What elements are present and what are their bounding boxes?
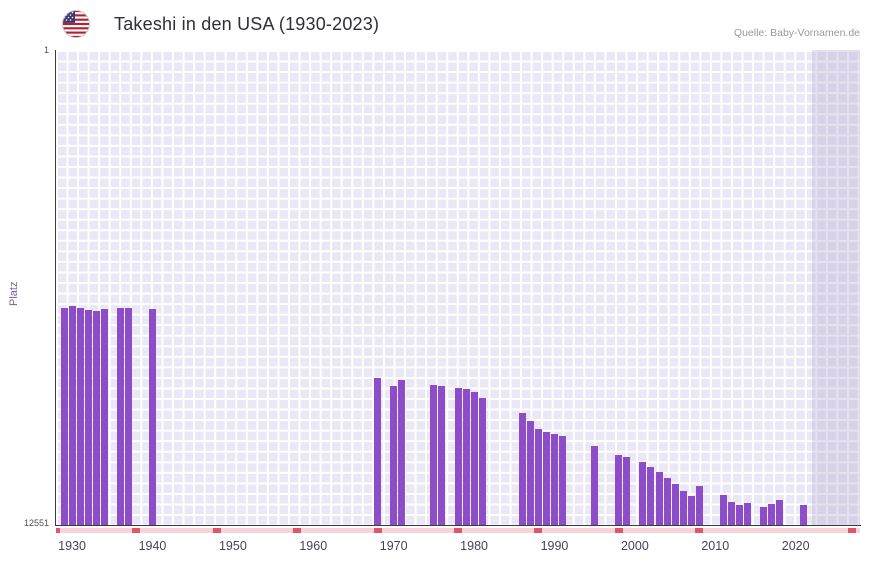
- y-axis-title: Platz: [8, 281, 20, 306]
- rank-bar-1980[interactable]: [470, 392, 478, 525]
- rank-bar-2016[interactable]: [760, 507, 768, 525]
- baseline-mark: [614, 528, 623, 533]
- x-tick-1970: 1970: [379, 539, 408, 553]
- rank-bar-1990[interactable]: [550, 433, 558, 525]
- rank-bar-2007[interactable]: [687, 496, 695, 525]
- rank-bar-2011[interactable]: [719, 494, 727, 525]
- x-axis-line: [55, 525, 861, 526]
- rank-bar-1930[interactable]: [68, 306, 76, 525]
- rank-bar-1976[interactable]: [438, 386, 446, 525]
- rank-bar-2012[interactable]: [727, 502, 735, 525]
- baseline-mark: [212, 528, 221, 533]
- rank-bar-1929[interactable]: [60, 308, 68, 525]
- rank-bar-1995[interactable]: [591, 445, 599, 525]
- rank-bar-1931[interactable]: [76, 307, 84, 525]
- rank-bar-2008[interactable]: [695, 486, 703, 525]
- rank-bar-2014[interactable]: [743, 502, 751, 525]
- rank-bar-2004[interactable]: [663, 477, 671, 525]
- rank-bar-2003[interactable]: [655, 472, 663, 525]
- baseline-mark: [373, 528, 382, 533]
- x-tick-2000: 2000: [620, 539, 649, 553]
- rank-bar-1940[interactable]: [148, 309, 156, 525]
- rank-bar-2005[interactable]: [671, 484, 679, 525]
- rank-bar-2002[interactable]: [647, 467, 655, 525]
- y-axis-line: [55, 50, 56, 526]
- baseline-mark: [56, 528, 60, 533]
- x-tick-2020: 2020: [781, 539, 810, 553]
- rank-bar-1986[interactable]: [518, 413, 526, 525]
- y-tick-bottom: 12551: [23, 518, 49, 528]
- rank-bar-1968[interactable]: [374, 378, 382, 525]
- x-tick-1930: 1930: [58, 539, 86, 553]
- rank-bar-1975[interactable]: [430, 385, 438, 525]
- x-tick-2010: 2010: [701, 539, 730, 553]
- baseline-mark: [847, 528, 856, 533]
- rank-bar-2001[interactable]: [639, 462, 647, 525]
- rank-bar-1987[interactable]: [526, 421, 534, 525]
- baseline-strip: [56, 528, 860, 533]
- rank-bar-1999[interactable]: [623, 456, 631, 525]
- baseline-mark: [454, 528, 462, 533]
- baseline-mark: [293, 528, 302, 533]
- x-tick-1990: 1990: [540, 539, 569, 553]
- baseline-mark: [132, 528, 141, 533]
- rank-bar-2021[interactable]: [800, 504, 808, 525]
- rank-bar-2017[interactable]: [768, 503, 776, 525]
- y-tick-top: 1: [43, 45, 49, 55]
- rank-bar-1998[interactable]: [615, 455, 623, 525]
- rank-bar-1936[interactable]: [116, 307, 124, 525]
- x-tick-1950: 1950: [218, 539, 247, 553]
- recent-years-band: [811, 50, 860, 525]
- x-tick-1960: 1960: [299, 539, 328, 553]
- rank-bar-1991[interactable]: [559, 436, 567, 525]
- us-flag-icon: [62, 10, 90, 38]
- rank-bar-2018[interactable]: [776, 500, 784, 525]
- rank-bar-1937[interactable]: [124, 308, 132, 525]
- rank-bar-1970[interactable]: [390, 385, 398, 525]
- rank-bar-1934[interactable]: [100, 309, 108, 525]
- x-axis-ticks: 1930 1940 1950 1960 1970 1980 1990 2000 2010 2020: [0, 539, 873, 559]
- baseline-mark: [534, 528, 543, 533]
- source-credit: Quelle: Baby-Vornamen.de: [733, 27, 860, 39]
- rank-bar-1981[interactable]: [478, 398, 486, 525]
- chart-title: Takeshi in den USA (1930-2023): [114, 14, 380, 34]
- rank-bar-1978[interactable]: [454, 387, 462, 525]
- rank-bar-1979[interactable]: [462, 389, 470, 525]
- rank-bar-2013[interactable]: [735, 504, 743, 525]
- baseline-mark: [695, 528, 704, 533]
- rank-bar-1988[interactable]: [534, 428, 542, 525]
- rank-bar-1933[interactable]: [92, 311, 100, 525]
- x-tick-1940: 1940: [138, 539, 167, 553]
- rank-bar-1989[interactable]: [542, 431, 550, 525]
- rank-bar-1932[interactable]: [84, 309, 92, 525]
- plot-area: [56, 50, 860, 525]
- x-tick-1980: 1980: [460, 539, 488, 553]
- rank-bar-1971[interactable]: [398, 379, 406, 525]
- rank-bar-2006[interactable]: [679, 491, 687, 525]
